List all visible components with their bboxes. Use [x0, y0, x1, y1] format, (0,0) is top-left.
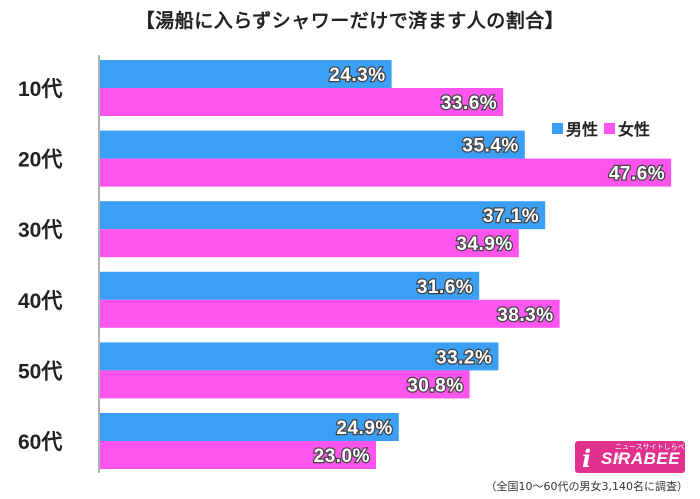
bar-male: [100, 342, 499, 371]
value-label-female: 34.9%: [456, 234, 512, 255]
value-label-female: 33.6%: [441, 93, 497, 114]
value-label-male: 35.4%: [462, 136, 518, 157]
category-label: 20代: [18, 149, 62, 172]
bar-male: [100, 271, 480, 300]
value-label-male: 37.1%: [483, 206, 539, 227]
category-label: 40代: [18, 290, 62, 313]
bar-female: [100, 299, 560, 328]
legend-label-male: 男性: [566, 120, 599, 139]
value-label-male: 24.9%: [336, 418, 392, 439]
survey-note: （全国10～60代の男女3,140名に調査）: [485, 480, 688, 493]
legend-label-female: 女性: [618, 120, 651, 139]
legend: 男性 女性: [552, 116, 650, 140]
legend-item-male: 男性: [552, 116, 598, 140]
value-label-female: 47.6%: [609, 164, 665, 185]
logo-subtitle: ニュースサイトしらべぇ: [615, 443, 685, 461]
legend-swatch-female: [604, 122, 616, 134]
bar-female: [100, 229, 519, 258]
value-label-female: 38.3%: [497, 305, 553, 326]
category-label: 30代: [18, 219, 62, 242]
bar-male: [100, 130, 525, 159]
bar-male: [100, 60, 392, 88]
value-label-male: 31.6%: [417, 277, 473, 298]
bar-female: [100, 441, 376, 469]
legend-item-female: 女性: [604, 116, 650, 140]
chart-title: 【湯船に入らずシャワーだけで済ます人の割合】: [135, 10, 565, 32]
bar-male: [100, 413, 399, 441]
category-label: 10代: [18, 78, 62, 101]
category-label: 50代: [18, 360, 62, 383]
legend-swatch-male: [552, 122, 563, 134]
category-label: 60代: [18, 431, 62, 454]
bar-male: [100, 201, 546, 230]
sirabee-logo: i ニュースサイトしらべぇ SIRABEE: [575, 441, 685, 473]
logo-text: SIRABEE: [601, 449, 681, 468]
value-label-male: 24.3%: [329, 65, 385, 86]
logo-initial: i: [582, 444, 592, 473]
bar-female: [100, 88, 504, 116]
bar-female: [100, 370, 470, 399]
value-label-female: 30.8%: [407, 375, 463, 396]
value-label-male: 33.2%: [436, 347, 492, 368]
bar-female: [100, 158, 672, 187]
value-label-female: 23.0%: [314, 446, 370, 467]
